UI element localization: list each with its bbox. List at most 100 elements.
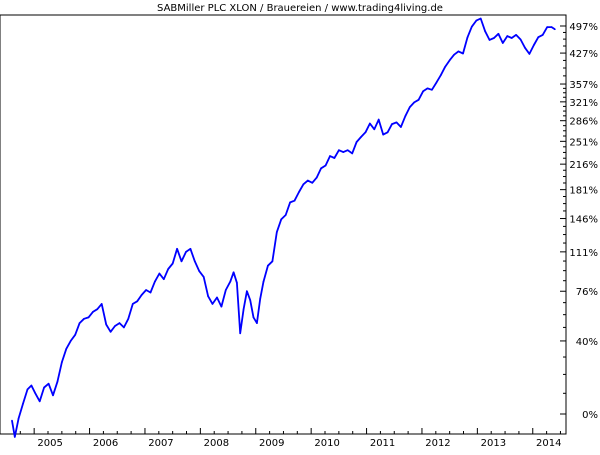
data-point [493,37,495,39]
data-point [249,299,251,301]
data-point [404,115,407,117]
data-point [386,131,389,134]
data-point [502,42,504,44]
data-point [211,303,214,305]
data-point [324,164,327,167]
data-point [382,133,385,136]
data-point [252,316,255,319]
data-point [293,199,296,202]
data-point [30,384,33,387]
data-point [471,25,473,28]
data-point [510,37,513,39]
series-layer [11,17,556,438]
data-point [466,36,469,39]
y-axis: 0% 40% 76% 111% 146% 181% 216% 251% 286% 321% 357%… [560,22,598,421]
data-point [351,152,354,155]
data-point [189,248,192,250]
data-point [537,36,540,38]
x-tick-label: 2008 [204,438,229,449]
data-point [377,118,380,121]
data-point [435,81,438,84]
data-point [158,272,161,275]
data-point [259,298,262,300]
data-point [413,101,416,104]
data-point [400,126,402,128]
data-point [541,34,544,36]
data-point [22,402,24,405]
x-tick-label: 2009 [259,438,284,449]
data-point [105,323,107,326]
y-tick-label: 146% [569,215,598,226]
data-point [360,136,362,138]
data-point [176,248,178,250]
data-point [163,278,165,281]
data-point [373,128,376,131]
data-point [74,334,76,336]
data-point [118,322,121,324]
data-point [225,289,227,291]
data-point [271,260,274,263]
x-tick-label: 2012 [425,438,450,449]
data-point [453,53,455,56]
data-point [488,39,491,41]
data-point [426,87,429,90]
data-point [298,191,300,193]
data-point [216,296,218,299]
chart-title: SABMiller PLC XLON / Brauereien / www.tr… [157,3,443,14]
data-point [149,291,152,294]
data-point [528,53,531,55]
y-tick-label: 321% [569,98,598,109]
data-point [246,290,248,293]
data-point [43,386,45,389]
data-point [315,176,318,179]
data-point [194,260,196,263]
data-point [92,311,94,313]
plot-area [0,14,567,435]
data-point [333,157,336,159]
data-point [17,417,20,420]
data-point [444,65,447,68]
data-point [554,28,556,31]
data-point [154,280,156,283]
y-tick-label: 357% [569,80,598,91]
data-point [236,282,238,284]
data-point [207,295,209,298]
y-tick-label: 0% [582,410,598,421]
data-point [239,332,241,335]
data-point [96,308,99,311]
data-point [431,89,433,91]
data-point [484,30,486,32]
data-point [338,149,340,151]
data-point [83,318,85,320]
data-point [242,308,245,311]
data-point [364,131,367,134]
y-tick-label: 76% [576,287,598,298]
data-point [497,33,500,35]
data-point [409,106,411,108]
data-point [329,155,331,157]
data-point [202,276,205,278]
data-point [280,218,283,221]
data-point [52,394,54,397]
y-tick-label: 427% [569,49,598,60]
data-point [448,59,451,61]
data-point [307,179,309,182]
x-tick-label: 2005 [37,438,62,449]
y-tick-label: 40% [576,337,598,348]
data-point [546,26,548,28]
data-point [11,419,13,422]
data-point [145,289,147,291]
data-point [232,271,235,274]
x-tick-label: 2014 [536,438,561,449]
x-axis: 2005 2006 2007 2008 2009 2010 2011 2012 2013 2014 [19,428,561,449]
data-point [276,231,278,233]
data-point [56,381,59,383]
data-point [302,183,305,186]
data-point [289,201,291,204]
data-point [479,17,482,20]
data-point [127,318,130,320]
data-point [123,326,125,329]
data-point [462,52,464,55]
data-point [391,123,393,125]
